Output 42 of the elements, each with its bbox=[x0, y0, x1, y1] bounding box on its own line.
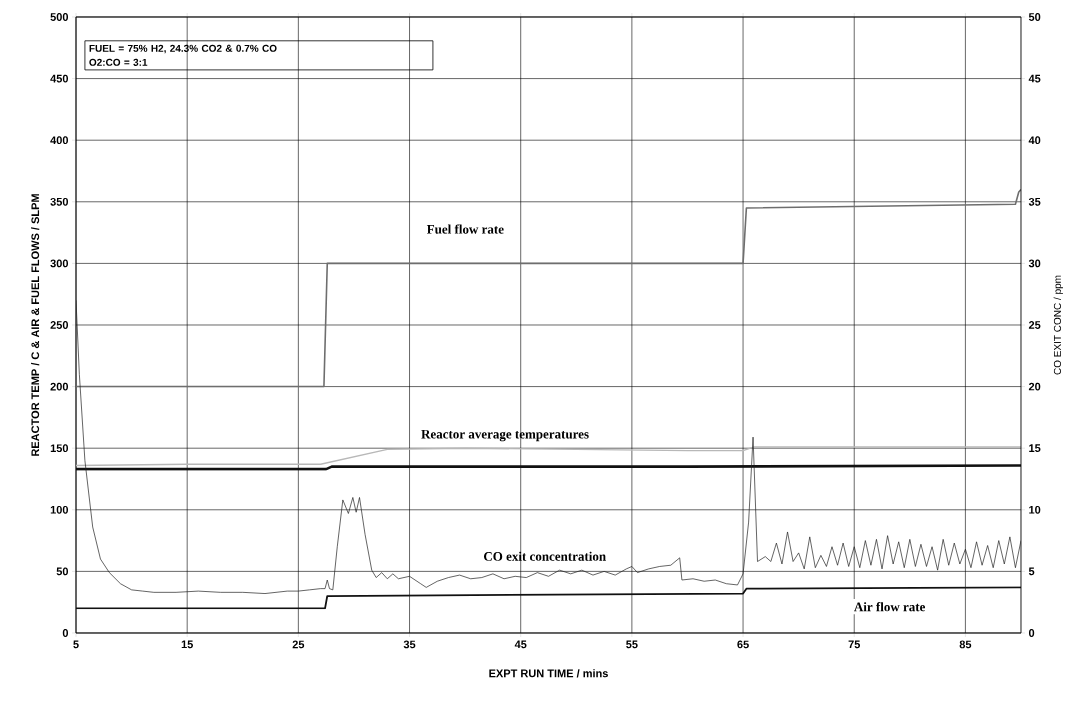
y-tick-label: 200 bbox=[50, 382, 69, 391]
y-tick-label: 500 bbox=[50, 13, 69, 21]
series-label: CO exit concentration bbox=[483, 551, 606, 561]
y2-tick-label: 10 bbox=[1029, 505, 1041, 514]
y-tick-label: 250 bbox=[50, 321, 69, 329]
y-axis-title: REACTOR TEMP / C & AIR & FUEL FLOWS / SLPM bbox=[31, 194, 40, 456]
x-axis-title: EXPT RUN TIME / mins bbox=[489, 669, 608, 678]
annotation: FUEL = 75% H2, 24.3% CO2 & 0.7% CO bbox=[89, 44, 277, 54]
y2-tick-label: 35 bbox=[1028, 197, 1041, 206]
x-tick-label: 75 bbox=[848, 640, 861, 649]
x-tick-label: 15 bbox=[181, 640, 193, 649]
line-series bbox=[76, 586, 1021, 610]
y2-tick-label: 45 bbox=[1028, 74, 1041, 83]
series-label: Air flow rate bbox=[854, 602, 926, 612]
annotation: O2:CO = 3:1 bbox=[89, 58, 148, 66]
series-label: Reactor average temperatures bbox=[421, 429, 589, 442]
line-series bbox=[76, 188, 1021, 388]
y-tick-label: 0 bbox=[62, 629, 69, 637]
x-tick-label: 45 bbox=[514, 640, 527, 649]
y-tick-label: 50 bbox=[56, 567, 69, 576]
x-tick-label: 5 bbox=[73, 640, 79, 649]
x-tick-label: 65 bbox=[737, 640, 749, 649]
y-tick-label: 400 bbox=[50, 136, 69, 145]
text: Fuel flow rate bbox=[426, 224, 504, 234]
x-tick-label: 25 bbox=[292, 640, 305, 649]
y2-tick-label: 15 bbox=[1029, 444, 1041, 453]
y2-tick-label: 40 bbox=[1028, 136, 1041, 145]
y2-tick-label: 50 bbox=[1028, 13, 1041, 21]
y-tick-label: 150 bbox=[50, 444, 69, 453]
x-tick-label: 55 bbox=[626, 640, 638, 649]
y-tick-label: 350 bbox=[50, 197, 69, 206]
x-tick-label: 85 bbox=[959, 640, 972, 649]
y2-tick-label: 20 bbox=[1028, 382, 1041, 391]
x-tick-label: 35 bbox=[403, 640, 416, 649]
y-tick-label: 300 bbox=[50, 259, 69, 268]
y2-axis-title: CO EXIT CONC / ppm bbox=[1053, 275, 1063, 375]
y2-tick-label: 0 bbox=[1028, 629, 1035, 637]
y2-tick-label: 30 bbox=[1028, 259, 1041, 268]
y2-tick-label: 5 bbox=[1028, 567, 1035, 576]
y-tick-label: 100 bbox=[50, 505, 69, 514]
y-tick-label: 450 bbox=[50, 74, 69, 83]
y2-tick-label: 25 bbox=[1028, 321, 1041, 329]
